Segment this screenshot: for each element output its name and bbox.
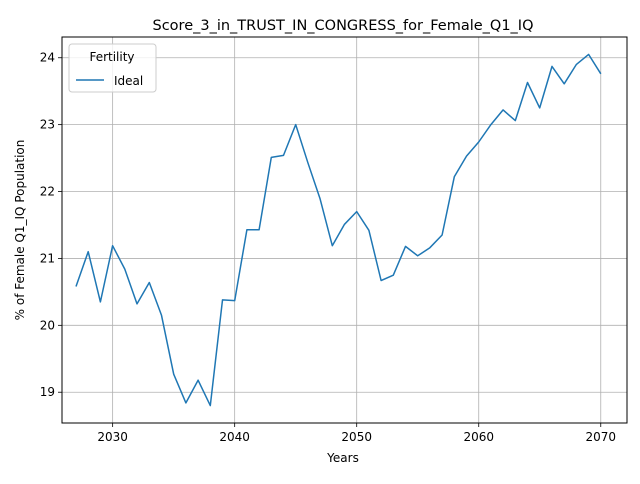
x-tick-label-2040: 2040 <box>219 430 250 444</box>
chart-title: Score_3_in_TRUST_IN_CONGRESS_for_Female_… <box>153 18 534 34</box>
grid <box>62 37 627 423</box>
series-line-ideal <box>75 53 602 407</box>
legend-label-ideal: Ideal <box>114 74 143 88</box>
x-axis-label: Years <box>326 451 359 465</box>
series-lines <box>75 53 602 407</box>
y-tick-label-23: 23 <box>40 118 55 132</box>
y-axis-label: % of Female Q1_IQ Population <box>13 140 27 321</box>
y-tick-label-20: 20 <box>40 318 55 332</box>
y-axis-ticks: 19 20 21 22 23 24 <box>40 51 62 399</box>
legend-title: Fertility <box>89 50 134 64</box>
x-tick-label-2050: 2050 <box>341 430 372 444</box>
plot-frame <box>61 36 628 424</box>
y-tick-label-22: 22 <box>40 185 55 199</box>
legend: Fertility Ideal <box>68 43 157 93</box>
x-axis-ticks: 2030 2040 2050 2060 2070 <box>97 423 616 444</box>
x-tick-label-2060: 2060 <box>463 430 494 444</box>
x-tick-label-2070: 2070 <box>585 430 616 444</box>
y-tick-label-19: 19 <box>40 385 55 399</box>
y-tick-label-21: 21 <box>40 251 55 265</box>
x-tick-label-2030: 2030 <box>97 430 128 444</box>
y-tick-label-24: 24 <box>40 51 55 65</box>
